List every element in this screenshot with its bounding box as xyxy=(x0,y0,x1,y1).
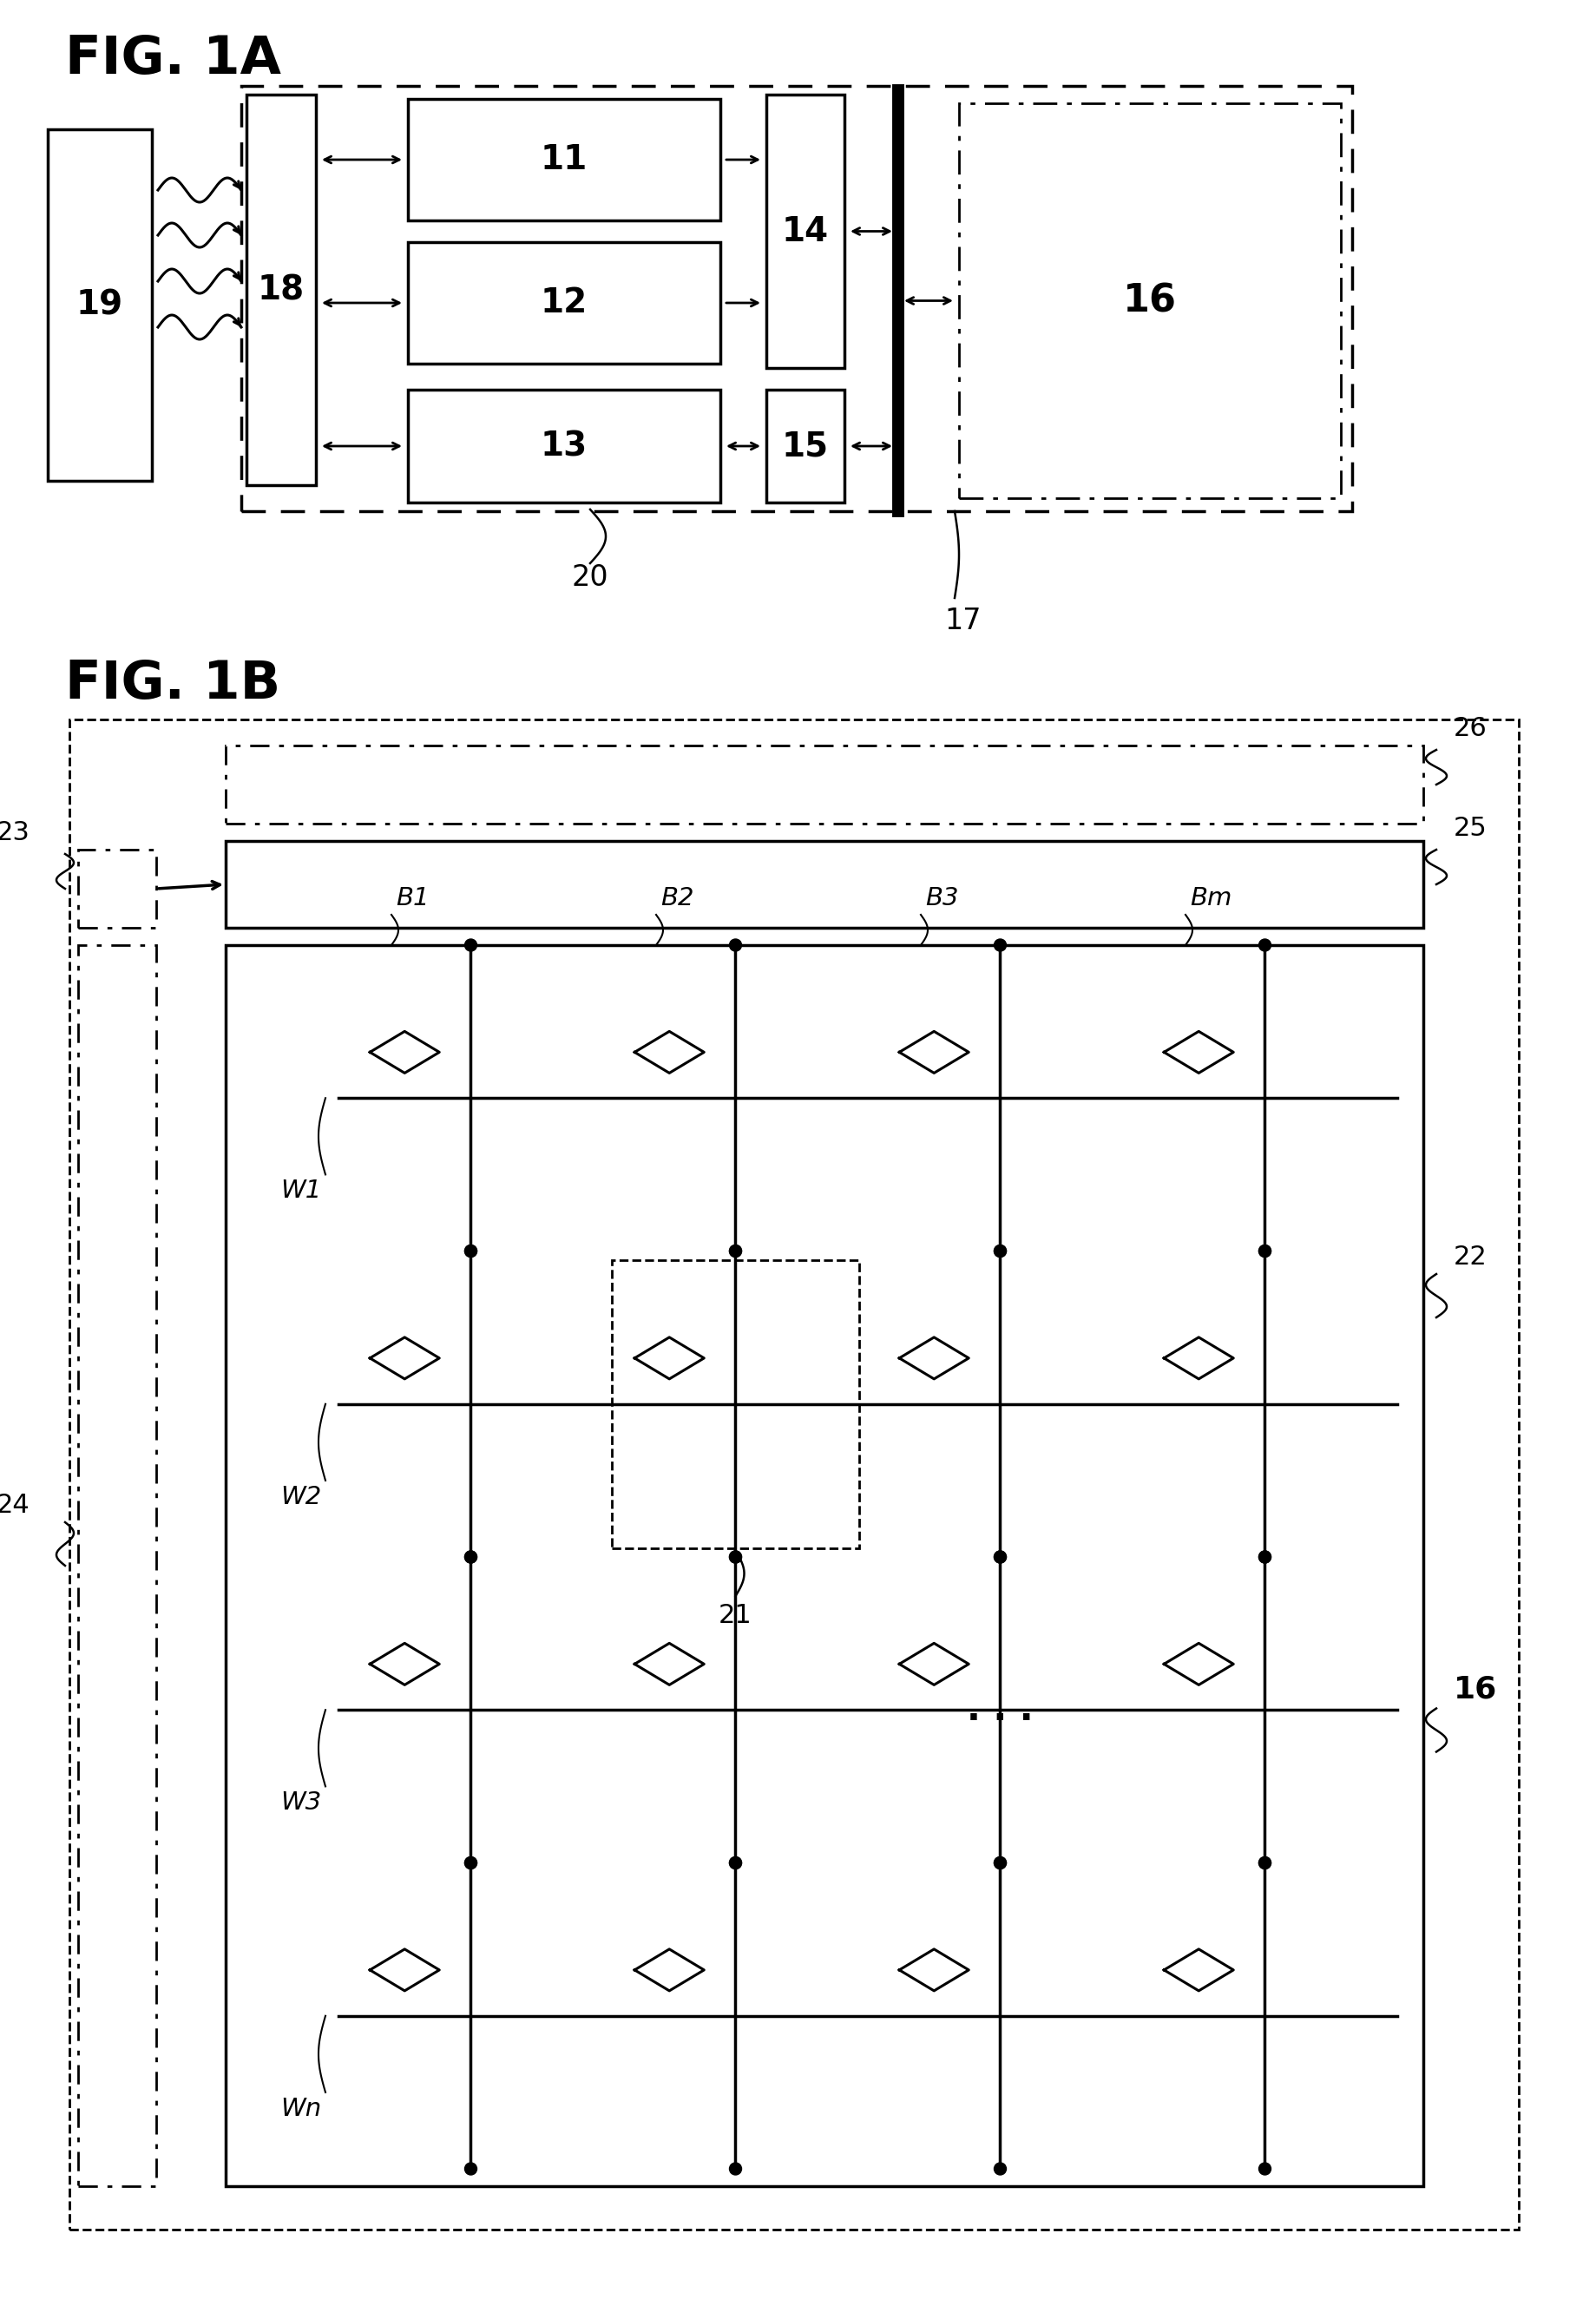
Text: 19: 19 xyxy=(77,290,123,322)
Bar xyxy=(241,85,1352,510)
Text: 18: 18 xyxy=(257,274,305,306)
Bar xyxy=(766,389,844,503)
Text: W2: W2 xyxy=(279,1485,321,1508)
Bar xyxy=(246,94,316,485)
Circle shape xyxy=(994,1858,1005,1869)
Text: W1: W1 xyxy=(279,1179,321,1202)
Circle shape xyxy=(464,938,477,952)
Text: Bm: Bm xyxy=(1189,885,1231,910)
Bar xyxy=(225,745,1422,823)
Text: B3: B3 xyxy=(924,885,958,910)
Circle shape xyxy=(464,1552,477,1563)
Text: 22: 22 xyxy=(1452,1244,1486,1269)
Circle shape xyxy=(1258,1858,1270,1869)
Circle shape xyxy=(1258,1858,1270,1869)
Circle shape xyxy=(994,1552,1005,1563)
Text: FIG. 1B: FIG. 1B xyxy=(65,660,281,710)
Circle shape xyxy=(464,1858,477,1869)
Circle shape xyxy=(729,1858,741,1869)
Circle shape xyxy=(994,1552,1005,1563)
Bar xyxy=(48,129,152,480)
Bar xyxy=(78,851,156,929)
Text: Wn: Wn xyxy=(279,2097,321,2122)
Circle shape xyxy=(1258,1246,1270,1258)
Circle shape xyxy=(994,938,1005,952)
Bar xyxy=(407,389,720,503)
Text: B2: B2 xyxy=(661,885,694,910)
Circle shape xyxy=(994,1246,1005,1258)
Text: 17: 17 xyxy=(945,607,982,635)
Circle shape xyxy=(729,1246,741,1258)
Bar xyxy=(611,1260,859,1547)
Circle shape xyxy=(729,1552,741,1563)
Circle shape xyxy=(464,2163,477,2175)
Circle shape xyxy=(1258,1246,1270,1258)
Text: 21: 21 xyxy=(718,1602,752,1628)
Circle shape xyxy=(1258,938,1270,952)
Circle shape xyxy=(729,1858,741,1869)
Text: . . .: . . . xyxy=(967,1692,1033,1729)
Circle shape xyxy=(994,1246,1005,1258)
Text: 25: 25 xyxy=(1452,816,1486,841)
Text: 26: 26 xyxy=(1452,715,1486,740)
Text: 12: 12 xyxy=(541,287,587,320)
Bar xyxy=(407,99,720,221)
Text: 11: 11 xyxy=(541,143,587,177)
Circle shape xyxy=(464,1858,477,1869)
Text: 20: 20 xyxy=(571,563,608,591)
Circle shape xyxy=(464,1246,477,1258)
Circle shape xyxy=(464,1246,477,1258)
Text: 16: 16 xyxy=(1452,1674,1497,1704)
Text: 15: 15 xyxy=(782,430,828,462)
Text: 13: 13 xyxy=(541,430,587,462)
Circle shape xyxy=(729,938,741,952)
Bar xyxy=(225,841,1422,929)
Circle shape xyxy=(729,1246,741,1258)
Text: 16: 16 xyxy=(1122,283,1176,320)
Text: 14: 14 xyxy=(782,214,828,248)
Text: 24: 24 xyxy=(0,1492,30,1517)
Circle shape xyxy=(1258,2163,1270,2175)
Bar xyxy=(407,241,720,363)
Bar xyxy=(766,94,844,368)
Bar xyxy=(225,945,1422,2186)
Text: B1: B1 xyxy=(396,885,429,910)
Circle shape xyxy=(464,1552,477,1563)
Bar xyxy=(69,720,1518,2230)
Text: 23: 23 xyxy=(0,821,30,846)
Circle shape xyxy=(1258,1552,1270,1563)
Circle shape xyxy=(994,1858,1005,1869)
Circle shape xyxy=(1258,1552,1270,1563)
Bar xyxy=(959,103,1341,499)
Circle shape xyxy=(994,2163,1005,2175)
Bar xyxy=(78,945,156,2186)
Circle shape xyxy=(729,1552,741,1563)
Circle shape xyxy=(729,2163,741,2175)
Text: W3: W3 xyxy=(279,1791,321,1814)
Text: FIG. 1A: FIG. 1A xyxy=(65,34,281,85)
